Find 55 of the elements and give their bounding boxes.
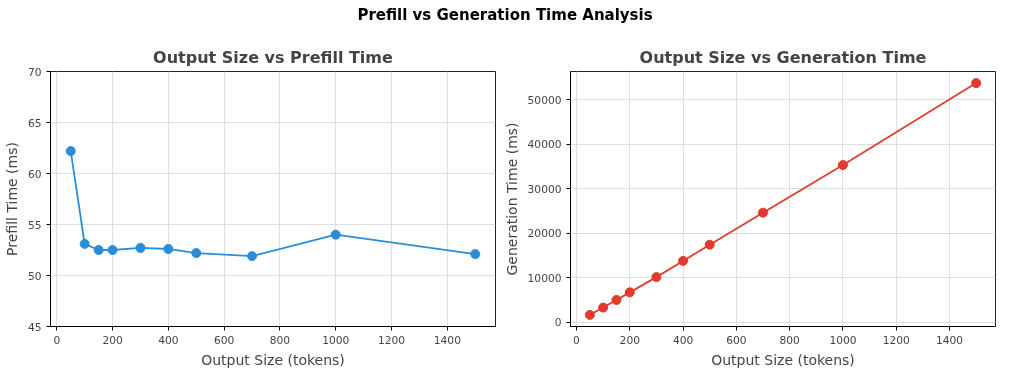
y-tick-label: 20000: [527, 227, 562, 241]
point: [65, 146, 76, 157]
x-tick-label: 800: [779, 333, 801, 347]
x-tick-label: 1000: [829, 333, 857, 347]
x-axis-title: Output Size (tokens): [201, 351, 345, 368]
point: [163, 243, 174, 254]
x-tick-label: 0: [53, 333, 61, 347]
x-tick-label: 800: [269, 333, 291, 347]
chart-title: Output Size vs Generation Time: [639, 47, 927, 67]
x-tick-label: 400: [672, 333, 694, 347]
y-tick-label: 0: [554, 316, 562, 330]
point: [135, 242, 146, 253]
point: [651, 272, 662, 283]
x-tick-label: 0: [573, 333, 581, 347]
point: [678, 255, 689, 266]
point: [704, 239, 715, 250]
point: [624, 287, 635, 298]
y-tick-label: 40000: [527, 138, 562, 152]
point: [470, 249, 481, 260]
point: [971, 78, 982, 89]
x-axis-title: Output Size (tokens): [711, 351, 855, 368]
x-tick-label: 200: [619, 333, 641, 347]
point: [758, 207, 769, 218]
y-tick-label: 65: [27, 116, 42, 130]
point: [598, 302, 609, 313]
point: [837, 160, 848, 171]
x-tick-label: 200: [102, 333, 123, 347]
x-tick-label: 1400: [935, 333, 964, 347]
x-tick-label: 1000: [322, 333, 350, 347]
y-tick-label: 45: [27, 320, 42, 334]
y-tick-label: 30000: [527, 182, 562, 196]
text: Prefill vs Generation Time Analysis: [357, 5, 653, 26]
point: [584, 309, 595, 320]
point: [79, 238, 90, 249]
chart-title: Output Size vs Prefill Time: [153, 47, 394, 67]
y-tick-label: 50: [27, 269, 42, 283]
point: [93, 245, 104, 255]
point: [330, 229, 341, 240]
y-tick-label: 10000: [527, 271, 562, 285]
point: [107, 245, 118, 255]
x-tick-label: 600: [214, 333, 235, 347]
y-tick-label: 60: [27, 167, 42, 181]
y-tick-label: 70: [27, 65, 42, 79]
x-tick-label: 1200: [882, 333, 911, 347]
x-tick-label: 600: [726, 333, 747, 347]
x-tick-label: 400: [158, 333, 179, 347]
point: [191, 248, 202, 259]
point: [611, 294, 622, 305]
x-tick-label: 1400: [433, 333, 462, 347]
x-tick-label: 1200: [378, 333, 406, 347]
y-axis-title: Generation Time (ms): [503, 122, 520, 276]
y-axis-title: Prefill Time (ms): [3, 142, 20, 256]
y-tick-label: 50000: [527, 93, 562, 107]
point: [247, 251, 258, 262]
y-tick-label: 55: [27, 218, 42, 232]
